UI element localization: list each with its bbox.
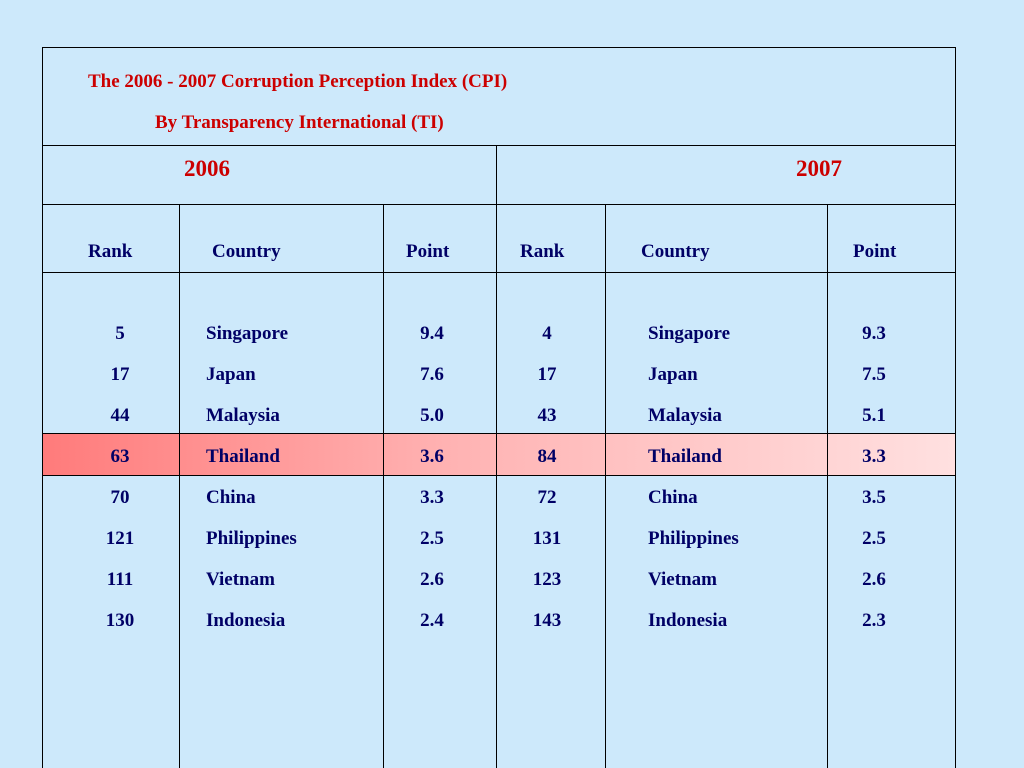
table-title: The 2006 - 2007 Corruption Perception In… [88, 71, 508, 92]
rank-2007-cell: 143 [532, 610, 562, 631]
year-2007-label: 2007 [796, 156, 842, 181]
highlight-row-thailand [43, 433, 955, 475]
divider-year-split [496, 145, 497, 768]
header-country-2007: Country [641, 241, 710, 262]
rank-2006-cell: 121 [105, 528, 135, 549]
point-2007-cell: 3.5 [862, 487, 886, 508]
point-2007-cell: 9.3 [862, 323, 886, 344]
point-2006-cell: 7.6 [420, 364, 444, 385]
rank-2007-cell: 4 [542, 323, 552, 344]
highlight-border-top [42, 433, 956, 434]
country-2007-cell: Vietnam [648, 569, 717, 590]
highlight-border-bottom [42, 475, 956, 476]
header-rank-2006: Rank [88, 241, 133, 262]
column-divider [383, 204, 384, 768]
country-2006-cell: Singapore [206, 323, 289, 344]
rank-2007-cell: 43 [537, 405, 557, 426]
country-2007-cell: Thailand [648, 446, 722, 467]
rank-2006-cell: 17 [110, 364, 130, 385]
point-2006-cell: 2.5 [420, 528, 444, 549]
column-divider [827, 204, 828, 768]
table-frame [42, 47, 956, 768]
header-country-2006: Country [212, 241, 281, 262]
country-2007-cell: Malaysia [648, 405, 722, 426]
country-2006-cell: Malaysia [206, 405, 280, 426]
country-2006-cell: Thailand [206, 446, 280, 467]
column-divider [605, 204, 606, 768]
country-2007-cell: Indonesia [648, 610, 728, 631]
point-2007-cell: 2.3 [862, 610, 886, 631]
point-2006-cell: 2.6 [420, 569, 444, 590]
table-subtitle: By Transparency International (TI) [155, 112, 444, 133]
rank-2007-cell: 123 [532, 569, 562, 590]
country-2006-cell: Vietnam [206, 569, 275, 590]
country-2006-cell: Indonesia [206, 610, 286, 631]
country-2006-cell: Philippines [206, 528, 297, 549]
header-point-2006: Point [406, 241, 450, 262]
rank-2006-cell: 63 [110, 446, 130, 467]
point-2006-cell: 9.4 [420, 323, 444, 344]
year-2006-label: 2006 [184, 156, 230, 181]
point-2007-cell: 2.5 [862, 528, 886, 549]
rank-2007-cell: 72 [537, 487, 557, 508]
rank-2007-cell: 17 [537, 364, 557, 385]
rank-2007-cell: 131 [532, 528, 562, 549]
point-2006-cell: 2.4 [420, 610, 444, 631]
country-2007-cell: Philippines [648, 528, 739, 549]
country-2007-cell: Singapore [648, 323, 731, 344]
rank-2006-cell: 5 [115, 323, 125, 344]
divider-headers [42, 272, 956, 273]
point-2006-cell: 3.6 [420, 446, 444, 467]
column-divider [179, 204, 180, 768]
point-2007-cell: 5.1 [862, 405, 886, 426]
country-2006-cell: Japan [206, 364, 256, 385]
header-point-2007: Point [853, 241, 897, 262]
header-rank-2007: Rank [520, 241, 565, 262]
rank-2006-cell: 130 [105, 610, 135, 631]
point-2006-cell: 5.0 [420, 405, 444, 426]
point-2006-cell: 3.3 [420, 487, 444, 508]
rank-2006-cell: 111 [106, 569, 134, 590]
divider-years [42, 204, 956, 205]
country-2007-cell: China [648, 487, 698, 508]
rank-2006-cell: 70 [110, 487, 130, 508]
rank-2006-cell: 44 [110, 405, 130, 426]
point-2007-cell: 3.3 [862, 446, 886, 467]
point-2007-cell: 7.5 [862, 364, 886, 385]
divider-title [42, 145, 956, 146]
country-2006-cell: China [206, 487, 256, 508]
country-2007-cell: Japan [648, 364, 698, 385]
point-2007-cell: 2.6 [862, 569, 886, 590]
rank-2007-cell: 84 [537, 446, 557, 467]
